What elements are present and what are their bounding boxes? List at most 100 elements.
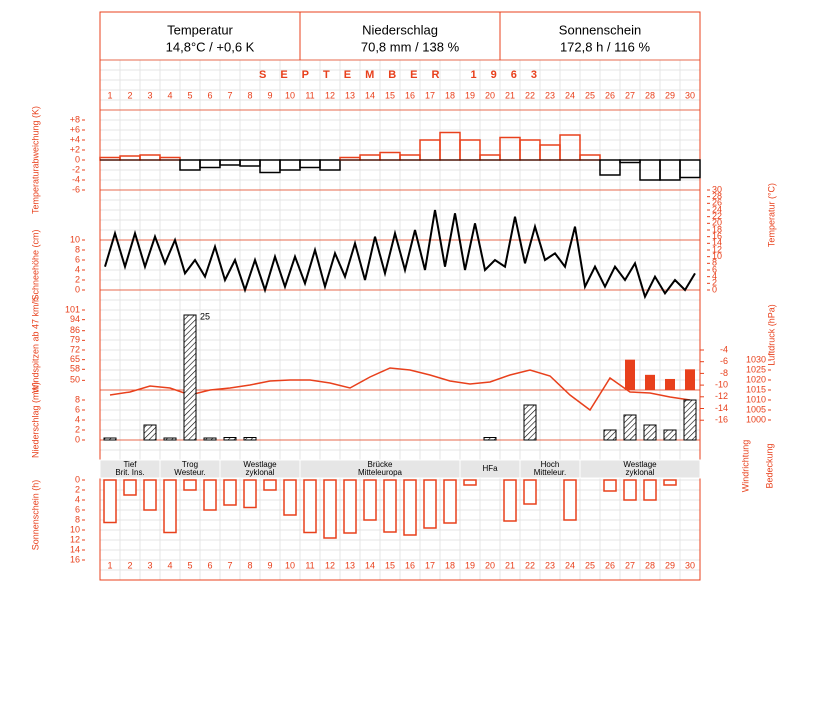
y-tick-label: -14 xyxy=(715,403,728,413)
y-tick-label: 72 xyxy=(70,344,80,354)
sunshine-bar xyxy=(623,479,637,501)
day-label: 1 xyxy=(107,90,112,100)
day-label: 22 xyxy=(525,560,535,570)
y-tick-label: -12 xyxy=(715,391,728,401)
sunshine-bar xyxy=(343,479,357,534)
y-tick-label: 1025 xyxy=(746,364,766,374)
y-tick-label: 1010 xyxy=(746,394,766,404)
day-label: 6 xyxy=(207,560,212,570)
weather-type-label: Trog xyxy=(182,460,198,469)
sunshine-bar xyxy=(643,479,657,501)
y-tick-label: 10 xyxy=(70,234,80,244)
weather-type-label: Mitteleur. xyxy=(534,468,566,477)
day-label: 18 xyxy=(445,560,455,570)
day-label: 24 xyxy=(565,90,575,100)
axis-title: Windspitzen ab 47 km/h xyxy=(30,297,40,393)
weather-type-label: Hoch xyxy=(541,460,560,469)
y-tick-label: 50 xyxy=(70,375,80,385)
day-label: 10 xyxy=(285,90,295,100)
sunshine-bar xyxy=(663,479,677,486)
day-label: 16 xyxy=(405,560,415,570)
y-tick-label: 1005 xyxy=(746,404,766,414)
day-label: 27 xyxy=(625,560,635,570)
day-label: 28 xyxy=(645,90,655,100)
weather-type-label: HFa xyxy=(482,464,498,473)
axis-title: Bedeckung xyxy=(764,443,774,488)
sunshine-bar xyxy=(503,479,517,522)
y-tick-label: 1015 xyxy=(746,384,766,394)
sunshine-bar xyxy=(563,479,577,521)
y-tick-label: 6 xyxy=(75,504,80,514)
day-label: 9 xyxy=(267,90,272,100)
precip-bar xyxy=(183,314,197,441)
y-tick-label: 1030 xyxy=(746,354,766,364)
y-tick-label: 1000 xyxy=(746,414,766,424)
sunshine-bar xyxy=(443,479,457,524)
y-tick-label: 58 xyxy=(70,364,80,374)
wind-bar xyxy=(685,369,695,390)
precip-bar xyxy=(483,437,497,441)
y-tick-label: 28 xyxy=(712,191,722,201)
day-label: 27 xyxy=(625,90,635,100)
header-title: Temperatur xyxy=(167,22,233,37)
y-tick-label: 4 xyxy=(75,414,80,424)
header-title: Sonnenschein xyxy=(559,22,641,37)
precip-bar xyxy=(663,429,677,441)
weather-type-label: Brit. Ins. xyxy=(115,468,144,477)
day-label: 8 xyxy=(247,560,252,570)
day-label: 25 xyxy=(585,90,595,100)
sunshine-bar xyxy=(403,479,417,536)
weather-type-label: Mitteleuropa xyxy=(358,468,403,477)
y-tick-label: +6 xyxy=(70,124,80,134)
sunshine-bar xyxy=(143,479,157,511)
precip-bar xyxy=(203,437,217,441)
sunshine-bar xyxy=(283,479,297,516)
weather-type-label: zyklonal xyxy=(246,468,275,477)
precip-bar xyxy=(683,399,697,441)
sunshine-bar xyxy=(243,479,257,509)
y-tick-label: -2 xyxy=(72,164,80,174)
y-tick-label: 14 xyxy=(712,238,722,248)
day-label: 14 xyxy=(365,90,375,100)
y-tick-label: 94 xyxy=(70,314,80,324)
axis-title: Sonnenschein (h) xyxy=(30,480,40,551)
sunshine-bar xyxy=(123,479,137,496)
day-label: 4 xyxy=(167,560,172,570)
sunshine-bar xyxy=(423,479,437,529)
weather-type xyxy=(579,459,701,479)
day-label: 21 xyxy=(505,90,515,100)
day-label: 18 xyxy=(445,90,455,100)
y-tick-label: +8 xyxy=(70,114,80,124)
day-label: 30 xyxy=(685,90,695,100)
y-tick-label: 20 xyxy=(712,218,722,228)
y-tick-label: 0 xyxy=(75,474,80,484)
day-label: 5 xyxy=(187,90,192,100)
day-label: 23 xyxy=(545,560,555,570)
y-tick-label: 26 xyxy=(712,198,722,208)
y-tick-label: 2 xyxy=(75,424,80,434)
day-label: 19 xyxy=(465,90,475,100)
sunshine-bar xyxy=(183,479,197,491)
sunshine-bar xyxy=(523,479,537,505)
y-tick-label: 8 xyxy=(75,394,80,404)
day-label: 13 xyxy=(345,560,355,570)
day-label: 9 xyxy=(267,560,272,570)
y-tick-label: 101 xyxy=(65,304,80,314)
y-tick-label: 18 xyxy=(712,224,722,234)
precip-bar xyxy=(143,424,157,441)
precip-bar xyxy=(243,437,257,441)
day-label: 25 xyxy=(585,560,595,570)
y-tick-label: 86 xyxy=(70,325,80,335)
sunshine-bar xyxy=(163,479,177,534)
y-tick-label: -4 xyxy=(720,344,728,354)
sunshine-bar xyxy=(383,479,397,533)
day-label: 20 xyxy=(485,90,495,100)
y-tick-label: 65 xyxy=(70,354,80,364)
weather-type-label: zyklonal xyxy=(626,468,655,477)
y-tick-label: 4 xyxy=(75,494,80,504)
y-tick-label: 2 xyxy=(712,278,717,288)
day-label: 23 xyxy=(545,90,555,100)
sunshine-bar xyxy=(603,479,617,492)
day-label: 8 xyxy=(247,90,252,100)
